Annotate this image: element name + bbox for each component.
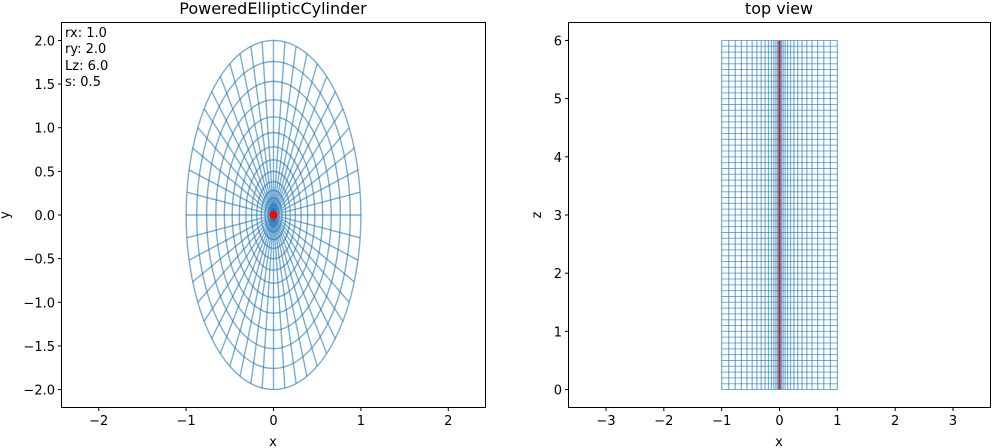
mesh-spoke <box>211 91 275 216</box>
mesh-spoke <box>186 214 274 239</box>
annotation-lz: Lz: 6.0 <box>65 59 108 74</box>
mesh-spoke <box>273 214 361 239</box>
chart-title-left: PoweredEllipticCylinder <box>179 0 367 18</box>
parameter-annotation: rx: 1.0 ry: 2.0 Lz: 6.0 s: 0.5 <box>65 26 108 90</box>
y-tick-label: 3 <box>554 209 562 224</box>
y-tick-label: −2.0 <box>23 384 55 399</box>
y-tick-label: −1.5 <box>23 340 55 355</box>
mesh-spoke <box>229 63 275 216</box>
x-tick-label: 2 <box>444 414 452 429</box>
mesh-spoke <box>192 214 274 283</box>
x-axis-label-right: x <box>775 435 783 448</box>
x-tick-label: −1 <box>177 414 196 429</box>
mesh-spoke <box>272 214 297 384</box>
chart-title-right: top view <box>745 0 813 18</box>
x-tick-label: 0 <box>775 414 783 429</box>
x-tick-label: −2 <box>654 414 673 429</box>
mesh-spoke <box>272 214 308 377</box>
mesh-spoke <box>272 214 328 354</box>
center-point <box>269 211 278 219</box>
y-tick-label: 1.5 <box>34 78 55 93</box>
annotation-ry: ry: 2.0 <box>65 42 106 57</box>
mesh-spoke <box>272 214 318 367</box>
mesh-spoke <box>211 214 275 339</box>
mesh-spoke <box>219 214 275 354</box>
mesh-spoke <box>261 214 275 389</box>
mesh-spoke <box>272 127 350 216</box>
mesh-spoke <box>229 214 275 367</box>
mesh-spoke <box>272 214 344 322</box>
y-tick-label: 4 <box>554 151 562 166</box>
x-tick-label: 0 <box>269 414 277 429</box>
y-tick-label: −0.5 <box>23 253 55 268</box>
mesh-spoke <box>203 108 275 216</box>
mesh-spoke <box>188 214 274 261</box>
y-tick-label: 1 <box>554 325 562 340</box>
mesh-spoke <box>192 147 274 216</box>
y-axis-label-left: y <box>0 211 13 219</box>
mesh-spoke <box>197 127 275 216</box>
mesh-spoke <box>272 214 336 339</box>
y-tick-label: 6 <box>554 34 562 49</box>
x-tick-label: −3 <box>596 414 615 429</box>
tick-marks-right: −3 −2 −1 0 1 2 3 0 1 2 3 4 5 6 <box>554 34 957 429</box>
x-tick-label: 2 <box>891 414 899 429</box>
mesh-spoke <box>219 76 275 216</box>
x-tick-label: −2 <box>89 414 108 429</box>
chart-panel-top-view: −3 −2 −1 0 1 2 3 0 1 2 3 4 5 6 top view x z <box>530 0 991 448</box>
y-tick-label: 0.5 <box>34 165 55 180</box>
mesh-spoke <box>272 53 308 216</box>
mesh-spoke <box>272 63 318 216</box>
mesh-spoke <box>273 191 361 216</box>
y-tick-label: 2 <box>554 267 562 282</box>
mesh-spoke <box>188 169 274 216</box>
mesh-spoke <box>272 108 344 216</box>
mesh-spoke <box>272 41 286 216</box>
y-tick-label: 0 <box>554 384 562 399</box>
mesh-spoke <box>272 214 286 389</box>
tick-marks-left: −2 −1 0 1 2 −2.0 −1.5 −1.0 −0.5 0.0 0.5 1.0 1.5 2.0 <box>23 34 452 429</box>
mesh-spoke <box>203 214 275 322</box>
y-tick-label: 5 <box>554 93 562 108</box>
chart-panel-ellipse: −2 −1 0 1 2 −2.0 −1.5 −1.0 −0.5 0.0 0.5 1.0 1.5 2.0 P… <box>0 0 486 448</box>
mesh-spoke <box>186 191 274 216</box>
annotation-rx: rx: 1.0 <box>65 26 107 41</box>
mesh-spoke <box>272 76 328 216</box>
mesh-spoke <box>197 214 275 303</box>
mesh-spoke <box>261 41 275 216</box>
mesh-spoke <box>273 214 359 261</box>
x-tick-label: 1 <box>357 414 365 429</box>
mesh-spoke <box>273 147 355 216</box>
annotation-s: s: 0.5 <box>65 75 101 90</box>
x-tick-label: 1 <box>833 414 841 429</box>
mesh-spoke <box>239 53 275 216</box>
mesh-spoke <box>250 46 275 216</box>
mesh-spoke <box>273 214 355 283</box>
y-tick-label: 1.0 <box>34 122 55 137</box>
mesh-spoke <box>272 214 350 303</box>
mesh-spoke <box>250 214 275 384</box>
y-axis-label-right: z <box>530 211 545 218</box>
ellipse-mesh <box>185 39 362 391</box>
y-tick-label: 0.0 <box>34 209 55 224</box>
mesh-spoke <box>272 91 336 216</box>
mesh-spoke <box>273 169 359 216</box>
x-axis-label-left: x <box>269 435 277 448</box>
x-tick-label: −1 <box>712 414 731 429</box>
mesh-spoke <box>272 46 297 216</box>
y-tick-label: −1.0 <box>23 296 55 311</box>
top-view-mesh <box>721 39 838 391</box>
x-tick-label: 3 <box>949 414 957 429</box>
y-tick-label: 2.0 <box>34 34 55 49</box>
mesh-spoke <box>239 214 275 377</box>
